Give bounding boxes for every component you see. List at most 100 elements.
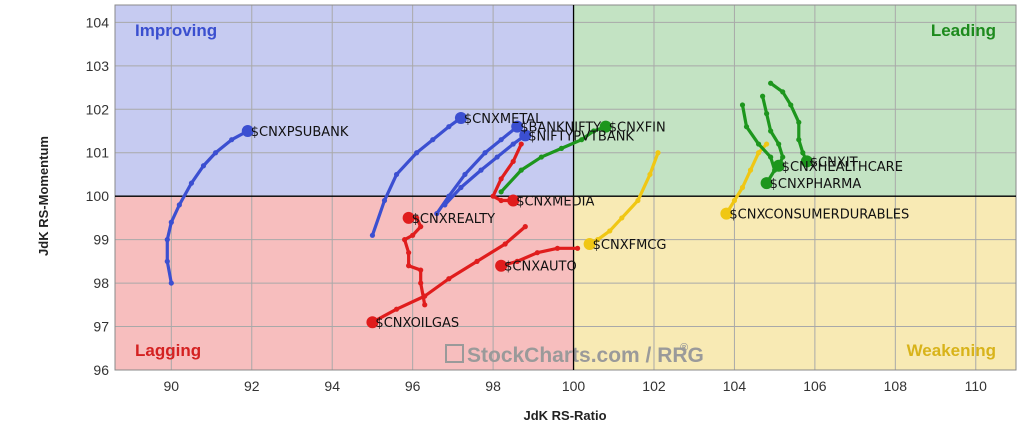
point-cnxconsumerdurables	[739, 184, 746, 191]
y-tick-label: 97	[93, 319, 109, 335]
point-cnxpsubank	[176, 202, 182, 208]
point-cnxmetal	[446, 124, 452, 130]
label-cnxpharma: $CNXPHARMA	[770, 177, 862, 192]
y-tick-label: 98	[93, 275, 109, 291]
quadrant-label-weakening: Weakening	[907, 341, 996, 360]
y-tick-label: 104	[86, 14, 110, 30]
head-banknifty	[511, 120, 524, 133]
label-cnxpsubank: $CNXPSUBANK	[251, 125, 349, 140]
axis-ticks: 90 92 94 96 98 100 102 104 106 108 110 96 97 98 99 100 1…	[86, 14, 988, 394]
point-cnxrealty	[418, 267, 424, 273]
label-banknifty: $BANKNIFTY	[520, 121, 601, 136]
x-axis-title: JdK RS-Ratio	[523, 408, 606, 423]
head-cnxit	[800, 155, 813, 168]
point-cnxfin	[538, 154, 544, 160]
head-cnxfin	[599, 120, 612, 133]
watermark: StockCharts.com / RRG ®	[445, 342, 704, 367]
trail-cnxrealty	[403, 216, 427, 307]
x-tick-label: 104	[723, 378, 747, 394]
point-cnxpsubank	[168, 280, 174, 286]
point-cnxrealty	[402, 237, 408, 243]
head-niftypvtbank	[519, 129, 532, 142]
label-cnxmetal: $CNXMETAL	[464, 112, 543, 127]
x-tick-label: 90	[164, 378, 180, 394]
plot-border	[114, 4, 1017, 371]
point-cnxconsumerdurables	[755, 150, 762, 156]
point-cnxfmcg	[647, 171, 653, 178]
watermark-registered: ®	[680, 342, 688, 354]
point-cnxfin	[518, 167, 524, 173]
point-cnxit	[788, 102, 794, 108]
point-cnxmetal	[414, 150, 420, 156]
point-cnxrealty	[418, 224, 424, 230]
label-cnxfmcg: $CNXFMCG	[593, 238, 667, 253]
point-cnxpharma	[768, 154, 774, 160]
label-cnxfin: $CNXFIN	[609, 121, 666, 136]
x-tick-label: 94	[324, 378, 340, 394]
head-cnxconsumerdurables	[720, 207, 733, 220]
point-cnxpsubank	[212, 150, 219, 156]
label-cnxrealty: $CNXREALTY	[412, 212, 496, 227]
quadrant-labels: Improving Leading Lagging Weakening	[135, 21, 996, 360]
point-cnxconsumerdurables	[731, 197, 738, 204]
point-cnxfmcg	[635, 197, 641, 204]
label-cnxconsumerdurables: $CNXCONSUMERDURABLES	[729, 208, 909, 223]
point-cnxrealty	[422, 302, 428, 308]
point-cnxit	[800, 150, 806, 156]
y-tick-label: 99	[93, 232, 109, 248]
point-cnxauto	[574, 245, 581, 251]
point-cnxmedia	[498, 197, 504, 204]
point-banknifty	[462, 171, 468, 178]
trail-cnxpsubank	[165, 129, 250, 285]
x-tick-label: 96	[405, 378, 421, 394]
point-cnxrealty	[414, 215, 420, 221]
point-niftypvtbank	[494, 154, 500, 160]
point-cnxmetal	[430, 137, 436, 143]
point-cnxrealty	[410, 232, 416, 238]
head-cnxmedia	[507, 194, 520, 207]
x-tick-label: 98	[485, 378, 501, 394]
watermark-text: StockCharts.com / RRG	[467, 344, 704, 367]
point-cnxfin	[498, 189, 504, 195]
grid-lines	[114, 4, 1017, 371]
x-tick-label: 102	[642, 378, 666, 394]
point-cnxoilgas	[422, 293, 428, 299]
y-axis-title: JdK RS-Momentum	[36, 136, 51, 256]
point-cnxmetal	[393, 171, 400, 178]
point-cnxconsumerdurables	[764, 141, 770, 147]
point-cnxhealthcare	[759, 93, 766, 99]
point-cnxrealty	[406, 263, 412, 269]
label-cnxhealthcare: $CNXHEALTHCARE	[782, 160, 903, 175]
point-cnxfin	[578, 137, 585, 143]
point-niftypvtbank	[458, 184, 464, 191]
point-cnxpsubank	[200, 163, 207, 169]
series-labels: $CNXPSUBANK $CNXMETAL$BANKNIFTY$NIFTYPVTB…	[251, 112, 910, 331]
y-tick-label: 103	[86, 58, 110, 74]
center-lines	[115, 5, 1016, 370]
head-cnxoilgas	[366, 316, 379, 329]
head-cnxpharma	[760, 177, 773, 190]
point-cnxit	[796, 137, 802, 143]
point-cnxrealty	[406, 250, 412, 256]
point-cnxfmcg	[619, 215, 625, 221]
point-banknifty	[434, 210, 440, 217]
point-niftypvtbank	[478, 167, 484, 173]
watermark-logo-icon	[445, 344, 464, 363]
point-cnxmetal	[381, 197, 388, 204]
point-cnxfmcg	[595, 237, 601, 243]
label-cnxauto: $CNXAUTO	[504, 260, 577, 275]
point-cnxpsubank	[164, 237, 170, 243]
point-cnxpharma	[755, 141, 762, 147]
y-tick-label: 101	[86, 145, 110, 161]
point-cnxit	[796, 119, 802, 125]
y-tick-label: 102	[86, 101, 110, 117]
point-cnxconsumerdurables	[747, 167, 754, 173]
head-cnxauto	[495, 259, 508, 272]
y-tick-label: 100	[86, 188, 110, 204]
point-cnxfmcg	[655, 150, 661, 156]
point-cnxmedia	[498, 176, 504, 182]
point-cnxpsubank	[229, 137, 235, 143]
point-cnxrealty	[418, 280, 424, 286]
point-cnxpsubank	[164, 258, 170, 264]
point-cnxpsubank	[168, 219, 174, 225]
